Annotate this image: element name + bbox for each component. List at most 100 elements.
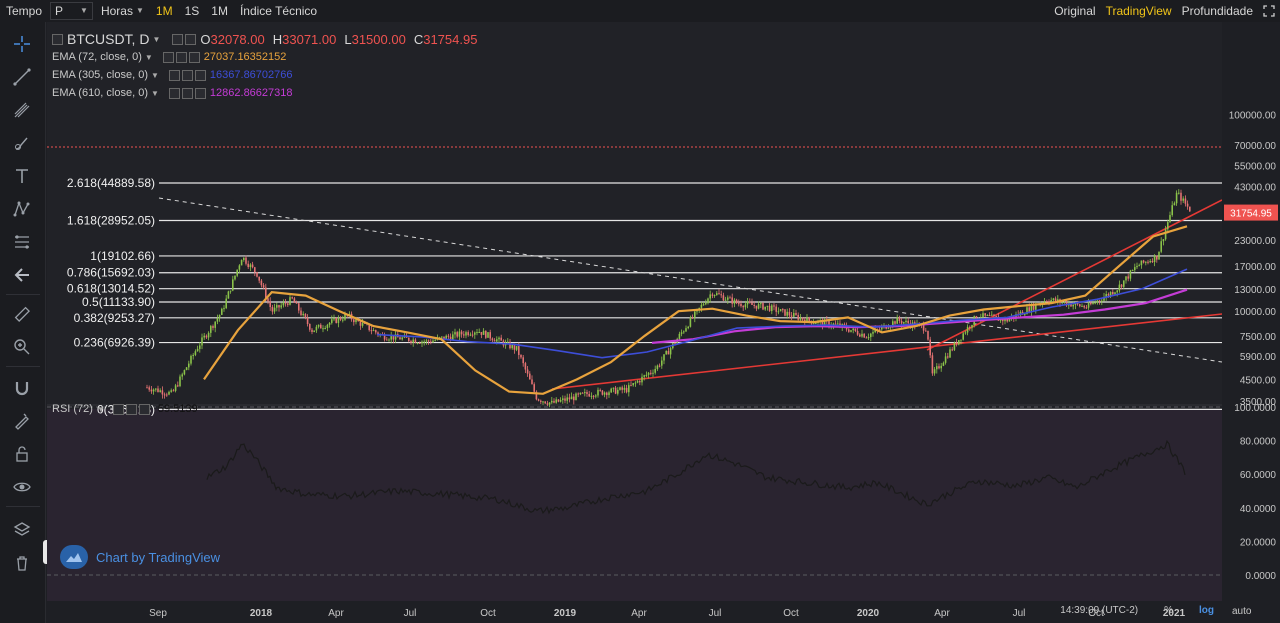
candle-body <box>812 323 815 325</box>
interval-1m[interactable]: 1M <box>155 4 173 18</box>
settings-icon[interactable] <box>172 33 184 45</box>
chart-area[interactable]: 2.618(44889.58) 1.618(28952.05) 1(19102.66… <box>47 22 1222 601</box>
candle-body <box>1162 239 1165 242</box>
crosshair-icon[interactable] <box>10 32 34 56</box>
ema72-row[interactable]: EMA (72, close, 0) ▼ 27037.16352152 <box>52 48 485 66</box>
close-icon[interactable] <box>188 51 200 63</box>
candle-body <box>938 366 940 369</box>
period-select[interactable]: P ▼ <box>50 2 93 20</box>
candle-body <box>416 342 419 344</box>
candle-body <box>548 402 551 405</box>
expand-icon[interactable] <box>1258 0 1280 22</box>
candle-body <box>425 340 428 342</box>
candle-body <box>383 334 386 340</box>
pitchfork-icon[interactable] <box>10 98 34 122</box>
settings-icon[interactable] <box>181 69 193 81</box>
tradingview-watermark[interactable]: Chart by TradingView <box>60 545 220 569</box>
candle-body <box>850 330 852 332</box>
eye-icon[interactable] <box>10 475 34 499</box>
candle-body <box>661 360 663 366</box>
lock-icon[interactable] <box>10 442 34 466</box>
candle-body <box>375 330 377 333</box>
fib-tool-icon[interactable] <box>10 230 34 254</box>
candle-body <box>192 354 194 356</box>
interval-1m-b[interactable]: 1M <box>211 4 228 18</box>
price-axis[interactable]: 100000.00 70000.00 55000.00 43000.00 31754.9… <box>1222 22 1280 601</box>
chevron-down-icon[interactable]: ▼ <box>151 88 159 98</box>
candle-body <box>788 311 791 316</box>
percent-scale-button[interactable]: % <box>1164 605 1173 616</box>
candle-body <box>749 301 751 303</box>
candle-body <box>454 332 456 335</box>
candle-body <box>300 310 302 316</box>
candle-body <box>744 304 747 308</box>
candle-body <box>694 311 696 318</box>
settings-icon[interactable] <box>125 403 137 415</box>
candle-body <box>262 285 265 288</box>
eye-icon[interactable] <box>112 403 124 415</box>
candle-body <box>731 297 733 304</box>
candle-body <box>258 276 260 281</box>
chevron-down-icon[interactable]: ▼ <box>152 34 161 44</box>
arrow-left-icon[interactable] <box>10 263 34 287</box>
candle-body <box>1052 298 1055 301</box>
auto-scale-corner[interactable]: auto <box>1222 601 1280 623</box>
candle-body <box>1107 294 1110 296</box>
price-tick-label: 5900.00 <box>1240 352 1277 363</box>
chevron-down-icon[interactable]: ▼ <box>96 404 105 414</box>
ruler-icon[interactable] <box>10 302 34 326</box>
view-depth[interactable]: Profundidade <box>1181 4 1253 18</box>
text-icon[interactable] <box>10 164 34 188</box>
candle-body <box>757 304 760 309</box>
hours-dropdown[interactable]: Horas ▼ <box>95 0 150 22</box>
magnet-icon[interactable] <box>10 376 34 400</box>
auto-scale-button[interactable]: auto <box>1232 606 1252 617</box>
trend-line-icon[interactable] <box>10 65 34 89</box>
chevron-down-icon[interactable]: ▼ <box>151 70 159 80</box>
ema305-row[interactable]: EMA (305, close, 0) ▼ 16367.86702766 <box>52 66 485 84</box>
candle-body <box>282 302 285 306</box>
candle-body <box>232 279 234 291</box>
zoom-icon[interactable] <box>10 335 34 359</box>
candle-body <box>509 341 511 349</box>
brush-icon[interactable] <box>10 131 34 155</box>
technical-indicators-button[interactable]: Índice Técnico <box>239 4 318 18</box>
pattern-icon[interactable] <box>10 197 34 221</box>
candle-body <box>271 306 274 312</box>
eye-icon[interactable] <box>168 69 180 81</box>
stay-drawing-icon[interactable] <box>10 409 34 433</box>
trash-icon[interactable] <box>10 551 34 575</box>
candle-body <box>284 302 287 304</box>
time-label: Tempo <box>6 4 43 18</box>
time-axis[interactable]: Sep 2018 Apr Jul Oct 2019 Apr Jul Oct 2020 Apr Jul O… <box>47 601 1222 623</box>
candle-body <box>1127 276 1129 279</box>
candle-body <box>1096 300 1099 303</box>
interval-1s[interactable]: 1S <box>184 4 200 18</box>
view-tradingview[interactable]: TradingView <box>1105 4 1172 18</box>
candle-body <box>718 293 720 295</box>
layers-icon[interactable] <box>10 518 34 542</box>
chart-legend: BTCUSDT, D ▼ O32078.00 H33071.00 L31500.… <box>52 30 485 102</box>
candle-body <box>496 339 498 342</box>
candle-body <box>238 265 241 270</box>
chevron-down-icon[interactable]: ▼ <box>144 52 153 62</box>
candle-body <box>700 304 703 308</box>
rsi-legend[interactable]: RSI (72) ▼ 59.5139 <box>52 403 198 415</box>
close-icon[interactable] <box>194 69 206 81</box>
candle-body <box>689 317 692 327</box>
collapse-icon[interactable] <box>52 33 63 45</box>
settings-icon[interactable] <box>175 51 187 63</box>
candle-body <box>452 334 454 340</box>
close-icon[interactable] <box>138 403 150 415</box>
candle-body <box>146 387 148 389</box>
rsi-tick-label: 20.0000 <box>1240 537 1277 548</box>
close-icon[interactable] <box>194 87 206 99</box>
eye-icon[interactable] <box>168 87 180 99</box>
symbol-title[interactable]: BTCUSDT, D <box>67 31 150 47</box>
ema610-row[interactable]: EMA (610, close, 0) ▼ 12862.86627318 <box>52 84 485 102</box>
settings-icon[interactable] <box>181 87 193 99</box>
view-original[interactable]: Original <box>1054 4 1096 18</box>
settings-icon[interactable] <box>185 33 197 45</box>
eye-icon[interactable] <box>162 51 174 63</box>
log-scale-button[interactable]: log <box>1199 605 1214 616</box>
